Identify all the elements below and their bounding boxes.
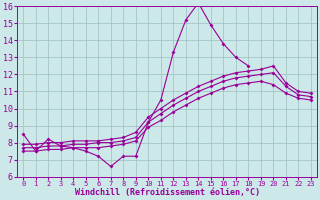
X-axis label: Windchill (Refroidissement éolien,°C): Windchill (Refroidissement éolien,°C) <box>75 188 260 197</box>
